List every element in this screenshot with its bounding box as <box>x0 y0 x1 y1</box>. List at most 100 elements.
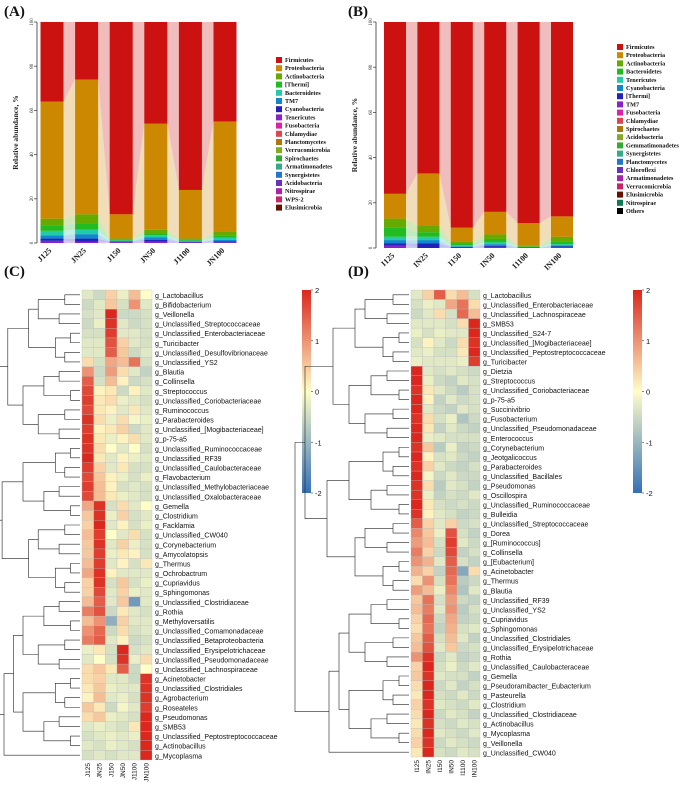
legend-item: Synergistetes <box>285 172 320 179</box>
dendrogram-branch <box>382 566 399 586</box>
heatmap-cell <box>93 318 106 329</box>
row-label: g_Unclassified_YS2 <box>155 360 218 367</box>
heatmap-cell <box>456 461 469 472</box>
heatmap-cell <box>105 721 118 732</box>
heatmap-cell <box>468 404 481 415</box>
legend-item: Bacteroidetes <box>626 69 662 76</box>
bar-segment <box>417 232 440 237</box>
heatmap-cell <box>128 673 141 684</box>
heatmap-cell <box>116 472 129 482</box>
row-label: g_Collinsella <box>483 550 523 557</box>
heatmap-cell <box>445 604 458 615</box>
bar-segment <box>109 239 133 241</box>
dendrogram-branch <box>370 489 399 510</box>
bar-segment <box>213 239 237 242</box>
heatmap-cell <box>456 499 469 510</box>
legend-item: TM7 <box>285 98 298 105</box>
bar-segment <box>144 22 168 124</box>
heatmap-cell <box>410 718 423 729</box>
heatmap-cell <box>140 711 153 722</box>
heatmap-cell <box>422 690 435 700</box>
bar-segment <box>213 241 237 243</box>
bar-segment <box>109 242 133 243</box>
colorbar-tick-label: 1 <box>646 337 650 346</box>
legend-item: Fusobacteria <box>626 110 660 117</box>
heatmap-cell <box>140 309 153 319</box>
dendrogram-branch <box>22 385 44 425</box>
heatmap-cell <box>81 740 94 751</box>
heatmap-cell <box>140 606 153 617</box>
heatmap-cell <box>93 424 106 435</box>
row-label: g_Dorea <box>483 531 510 538</box>
dendrogram-branch <box>370 375 399 396</box>
legend-swatch <box>276 204 282 211</box>
row-label: g_Unclassified_Clostridiaceae <box>155 600 249 607</box>
heatmap-cell <box>105 711 118 722</box>
heatmap-cell <box>410 528 423 538</box>
row-label: g_Actinobacillus <box>155 744 206 751</box>
legend-item: Tenericutes <box>285 114 316 121</box>
heatmap-cell <box>81 337 94 348</box>
heatmap-cell <box>445 442 458 453</box>
heatmap-cell <box>81 318 94 329</box>
heatmap-cell <box>140 615 153 626</box>
dendrogram-branch <box>398 332 409 343</box>
legend-item: Fusobacteria <box>285 123 319 130</box>
y-axis-label: Relative abundance, % <box>11 95 20 169</box>
row-label: g_Actinobacillus <box>483 722 534 729</box>
row-label: g_Unclassified_Enterobacteriaceae <box>155 331 265 338</box>
row-label: g_Unclassified_Bacillales <box>483 474 562 481</box>
heatmap-cell <box>140 587 153 598</box>
heatmap-cell <box>128 568 141 578</box>
bar-segment <box>484 22 507 212</box>
heatmap-cell <box>456 594 469 605</box>
bar-segment <box>40 235 64 239</box>
heatmap-cell <box>422 413 435 424</box>
colorbar-tick-label: 2 <box>646 286 650 295</box>
heatmap-cell <box>433 518 446 529</box>
dendrogram-branch <box>392 637 409 648</box>
heatmap-cell <box>422 451 435 462</box>
heatmap-cell <box>410 642 423 653</box>
heatmap-cell <box>116 462 129 473</box>
heatmap-cell <box>93 347 106 358</box>
heatmap-cell <box>422 347 435 357</box>
row-label: g_Cupriavidus <box>155 581 200 588</box>
heatmap-cell <box>468 728 481 739</box>
dendrogram-branch <box>64 294 80 305</box>
heatmap-cell <box>93 491 106 502</box>
legend-item: Verrucomicrobia <box>626 183 671 190</box>
bar-segment <box>551 236 573 242</box>
heatmap-cell <box>116 529 129 540</box>
heatmap-cell <box>422 385 435 395</box>
row-label: g_Ochrobactrum <box>155 571 207 578</box>
bar-segment <box>144 241 168 243</box>
heatmap-cell <box>128 500 141 511</box>
dendrogram-branch <box>398 504 409 515</box>
heatmap-cell <box>445 547 458 558</box>
heatmap-cell <box>93 299 106 310</box>
heatmap-cell <box>433 432 446 443</box>
heatmap-cell <box>116 606 129 617</box>
heatmap-cell <box>93 356 106 367</box>
row-label: g_Thermus <box>483 579 519 586</box>
bar-segment <box>517 223 540 246</box>
dendrogram-branch <box>398 446 409 458</box>
legend-swatch <box>276 122 282 129</box>
heatmap-cell <box>140 376 153 387</box>
heatmap-cell <box>433 385 446 395</box>
row-label: g_Ruminococcus <box>155 408 209 415</box>
y-tick-label: 40 <box>30 152 35 158</box>
legend-swatch <box>276 130 282 137</box>
heatmap-cell <box>128 510 141 521</box>
heatmap-cell <box>445 747 458 758</box>
heatmap-cell <box>140 692 153 703</box>
heatmap-cell <box>116 356 129 367</box>
heatmap-cell <box>81 462 94 473</box>
heatmap-cell <box>433 375 446 386</box>
x-tick-label: IN50 <box>478 251 496 269</box>
heatmap-cell <box>445 661 458 672</box>
heatmap-cell <box>105 654 118 665</box>
y-tick-label: 40 <box>369 155 374 161</box>
heatmap-cell <box>140 510 153 521</box>
